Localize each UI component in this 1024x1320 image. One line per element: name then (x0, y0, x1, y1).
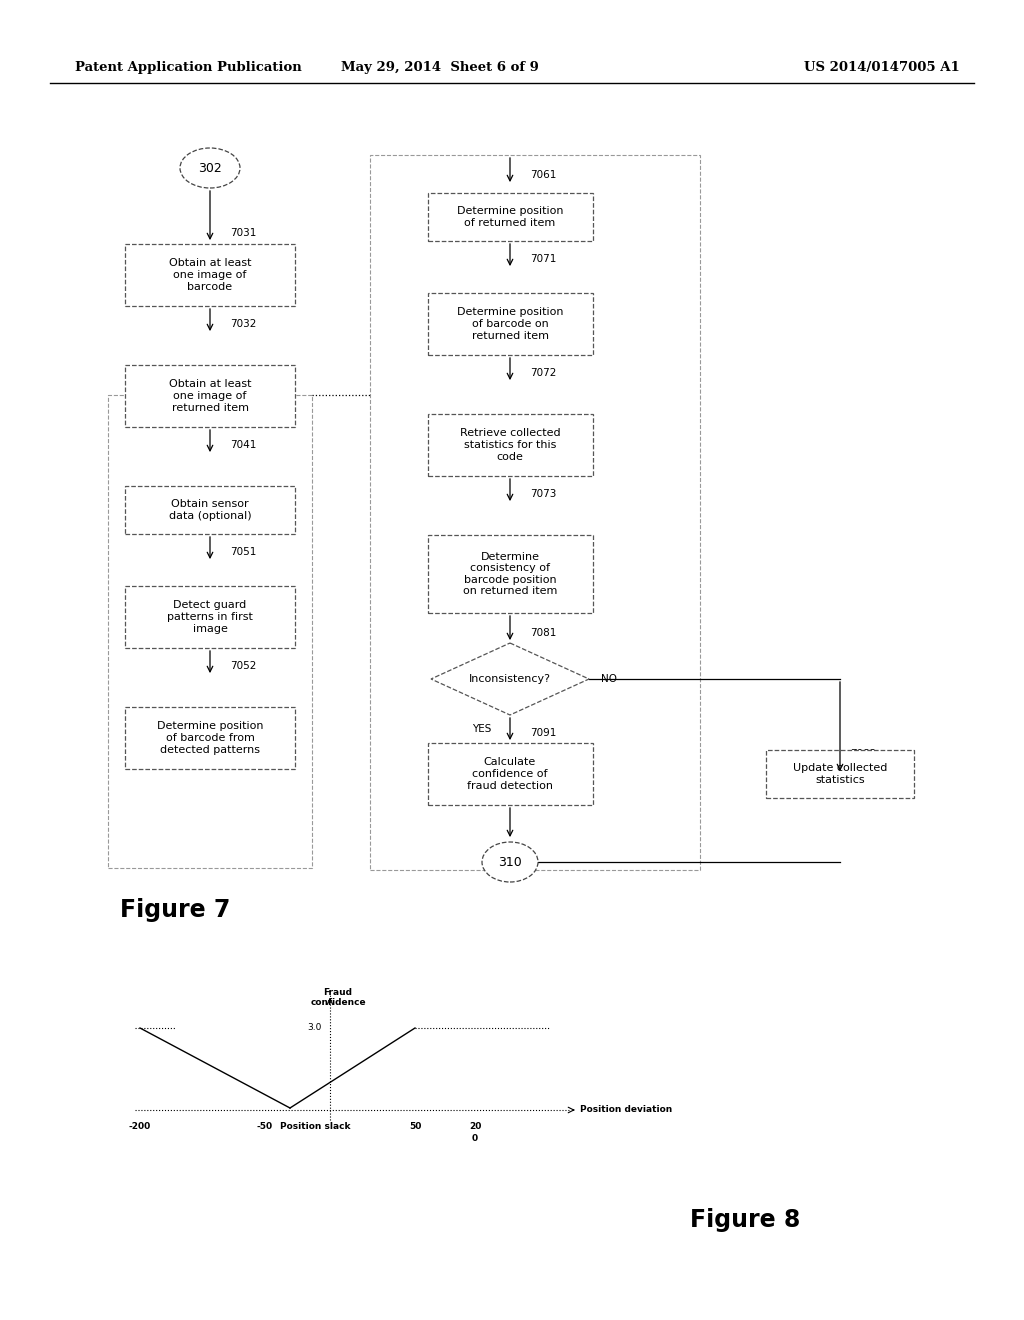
Text: 7061: 7061 (530, 170, 556, 180)
Text: Obtain at least
one image of
returned item: Obtain at least one image of returned it… (169, 379, 251, 413)
Text: Determine position
of returned item: Determine position of returned item (457, 206, 563, 228)
Text: Detect guard
patterns in first
image: Detect guard patterns in first image (167, 601, 253, 634)
Bar (427, 193, 593, 242)
Text: -200: -200 (129, 1122, 152, 1131)
Text: 0: 0 (472, 1134, 478, 1143)
Text: 310: 310 (498, 855, 522, 869)
Text: 7081: 7081 (530, 628, 556, 638)
Text: -50: -50 (257, 1122, 273, 1131)
Bar (370, 154, 700, 870)
Text: 7072: 7072 (530, 368, 556, 378)
Text: Determine
consistency of
barcode position
on returned item: Determine consistency of barcode positio… (463, 552, 557, 597)
Text: Inconsistency?: Inconsistency? (469, 675, 551, 684)
Text: Determine position
of barcode from
detected patterns: Determine position of barcode from detec… (157, 722, 263, 755)
Polygon shape (431, 643, 589, 715)
Text: YES: YES (472, 723, 492, 734)
Text: 3.0: 3.0 (307, 1023, 322, 1032)
Text: Calculate
confidence of
fraud detection: Calculate confidence of fraud detection (467, 758, 553, 791)
Ellipse shape (482, 842, 538, 882)
Text: 7071: 7071 (530, 253, 556, 264)
Bar (125, 708, 295, 770)
Text: 7032: 7032 (230, 319, 256, 329)
Text: Figure 7: Figure 7 (120, 898, 230, 921)
Text: 7073: 7073 (530, 488, 556, 499)
Bar (125, 244, 295, 306)
Ellipse shape (180, 148, 240, 187)
Text: Update collected
statistics: Update collected statistics (793, 763, 887, 785)
Text: Patent Application Publication: Patent Application Publication (75, 62, 302, 74)
Text: Position deviation: Position deviation (580, 1106, 672, 1114)
Text: 50: 50 (409, 1122, 421, 1131)
Bar (125, 366, 295, 426)
Text: 7051: 7051 (230, 546, 256, 557)
Text: Determine position
of barcode on
returned item: Determine position of barcode on returne… (457, 308, 563, 341)
Text: 7091: 7091 (530, 729, 556, 738)
Bar (427, 293, 593, 355)
Text: US 2014/0147005 A1: US 2014/0147005 A1 (804, 62, 961, 74)
Text: Fraud
confidence: Fraud confidence (310, 987, 366, 1007)
Text: 7082: 7082 (850, 748, 877, 759)
Text: Position slack: Position slack (280, 1122, 350, 1131)
Text: Obtain sensor
data (optional): Obtain sensor data (optional) (169, 499, 251, 521)
Text: 7052: 7052 (230, 661, 256, 671)
Bar (108, 395, 312, 869)
Bar (427, 743, 593, 805)
Bar (427, 414, 593, 477)
Text: NO: NO (601, 675, 617, 684)
Text: Retrieve collected
statistics for this
code: Retrieve collected statistics for this c… (460, 429, 560, 462)
Bar (766, 750, 914, 799)
Text: Obtain at least
one image of
barcode: Obtain at least one image of barcode (169, 259, 251, 292)
Text: Figure 8: Figure 8 (690, 1208, 801, 1232)
Text: 7041: 7041 (230, 440, 256, 450)
Bar (125, 586, 295, 648)
Text: 20: 20 (469, 1122, 481, 1131)
Text: 7031: 7031 (230, 228, 256, 238)
Text: May 29, 2014  Sheet 6 of 9: May 29, 2014 Sheet 6 of 9 (341, 62, 539, 74)
Text: 302: 302 (198, 161, 222, 174)
Bar (427, 535, 593, 612)
Bar (125, 486, 295, 535)
